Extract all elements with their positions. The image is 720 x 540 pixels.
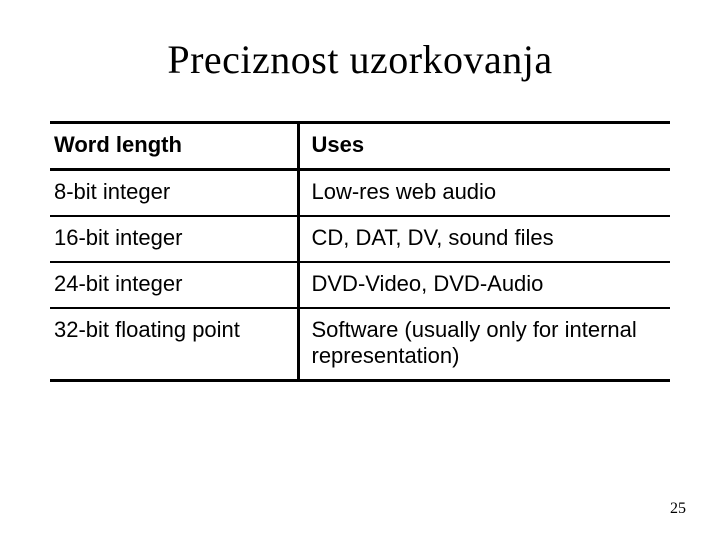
sampling-precision-table: Word length Uses 8-bit integer Low-res w… <box>50 121 670 382</box>
table-row: 24-bit integer DVD-Video, DVD-Audio <box>50 262 670 308</box>
cell-uses: CD, DAT, DV, sound files <box>298 216 670 262</box>
table-header-row: Word length Uses <box>50 123 670 170</box>
cell-word-length: 16-bit integer <box>50 216 298 262</box>
cell-word-length: 32-bit floating point <box>50 308 298 381</box>
cell-word-length: 8-bit integer <box>50 170 298 217</box>
column-header-uses: Uses <box>298 123 670 170</box>
page-number: 25 <box>670 500 686 518</box>
slide: Preciznost uzorkovanja Word length Uses … <box>0 0 720 540</box>
slide-title: Preciznost uzorkovanja <box>50 36 670 83</box>
cell-uses: Low-res web audio <box>298 170 670 217</box>
cell-uses: DVD-Video, DVD-Audio <box>298 262 670 308</box>
table-row: 8-bit integer Low-res web audio <box>50 170 670 217</box>
cell-uses: Software (usually only for internal repr… <box>298 308 670 381</box>
table-row: 32-bit floating point Software (usually … <box>50 308 670 381</box>
cell-word-length: 24-bit integer <box>50 262 298 308</box>
column-header-word-length: Word length <box>50 123 298 170</box>
table-row: 16-bit integer CD, DAT, DV, sound files <box>50 216 670 262</box>
